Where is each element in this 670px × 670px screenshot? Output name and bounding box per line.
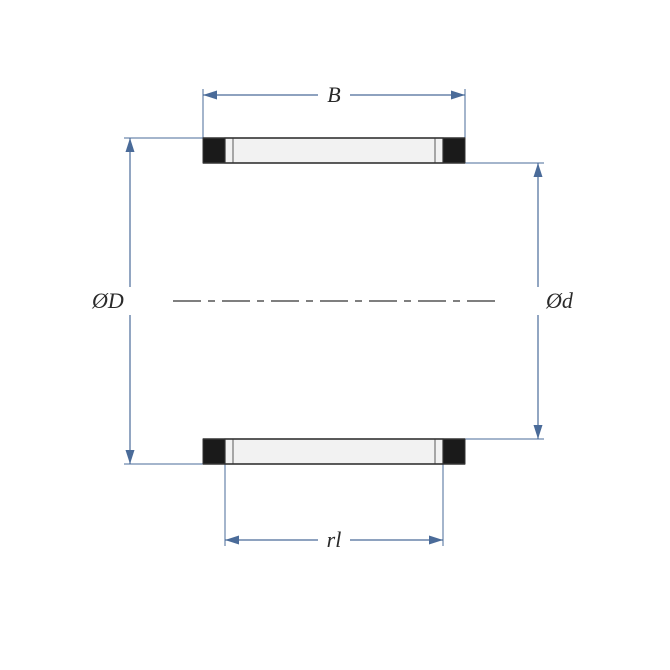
label-rl: rl	[327, 527, 342, 552]
label-D: ØD	[91, 288, 124, 313]
bearing-cross-section-diagram: Brl ØD Ød	[0, 0, 670, 670]
roller-bottom	[203, 439, 465, 464]
label-B: B	[327, 82, 340, 107]
roller-top	[203, 138, 465, 163]
label-d: Ød	[545, 288, 574, 313]
